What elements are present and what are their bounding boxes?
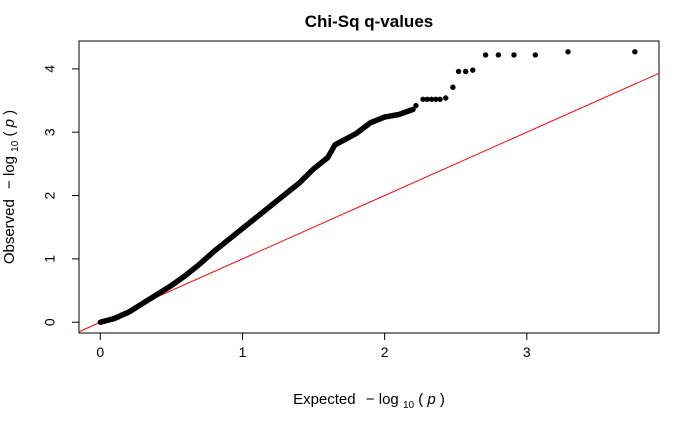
data-point [511, 52, 517, 58]
reference-line [78, 72, 660, 333]
x-axis-label-open-paren: ( [418, 391, 423, 408]
y-axis-tick-label: 0 [42, 318, 58, 326]
y-axis-label-p: p [1, 119, 18, 128]
x-axis-label: Expected − log 10 ( p ) [293, 391, 445, 412]
data-point [482, 52, 489, 58]
data-point [437, 96, 443, 102]
data-point [450, 84, 456, 90]
data-point [455, 68, 462, 75]
x-axis-tick-label: 2 [381, 344, 389, 360]
y-axis-tick-label: 4 [42, 65, 58, 73]
y-axis-label-log: log [1, 156, 18, 176]
chart-title: Chi-Sq q-values [305, 12, 433, 31]
data-point [470, 67, 476, 73]
y-axis: 0 1 2 3 4 [42, 65, 80, 326]
x-axis: 0 1 2 3 [96, 332, 531, 360]
data-point [413, 102, 419, 109]
x-axis-tick-label: 1 [239, 344, 247, 360]
y-axis-label-subscript: 10 [10, 140, 21, 152]
y-axis-label: Observed − log 10 ( p ) [1, 110, 22, 264]
data-point [433, 96, 439, 102]
y-axis-tick-label: 2 [42, 191, 58, 199]
data-points-layer [97, 49, 638, 325]
y-axis-tick-label: 3 [42, 128, 58, 136]
y-axis-label-close-paren: ) [1, 110, 18, 115]
data-point [428, 96, 435, 102]
x-axis-label-minus: − [366, 391, 375, 408]
data-point [443, 95, 449, 101]
x-axis-tick-label: 3 [523, 344, 531, 360]
y-axis-tick-label: 1 [42, 255, 58, 263]
y-axis-label-minus: − [1, 180, 18, 189]
x-axis-label-subscript: 10 [403, 400, 415, 411]
y-axis-label-open-paren: ( [1, 132, 18, 137]
x-axis-label-log: log [379, 391, 399, 408]
data-point [420, 96, 426, 102]
data-point [565, 49, 571, 55]
reference-line-layer [78, 72, 660, 333]
x-axis-label-prefix: Expected [293, 391, 356, 408]
x-axis-tick-label: 0 [96, 344, 104, 360]
data-point [532, 52, 539, 58]
y-axis-label-prefix: Observed [1, 199, 18, 264]
data-point [632, 49, 638, 55]
x-axis-label-close-paren: ) [440, 391, 445, 408]
data-point [424, 96, 430, 102]
data-point [462, 68, 469, 75]
data-point [410, 106, 416, 113]
x-axis-label-p: p [426, 391, 435, 408]
data-point [495, 52, 502, 58]
